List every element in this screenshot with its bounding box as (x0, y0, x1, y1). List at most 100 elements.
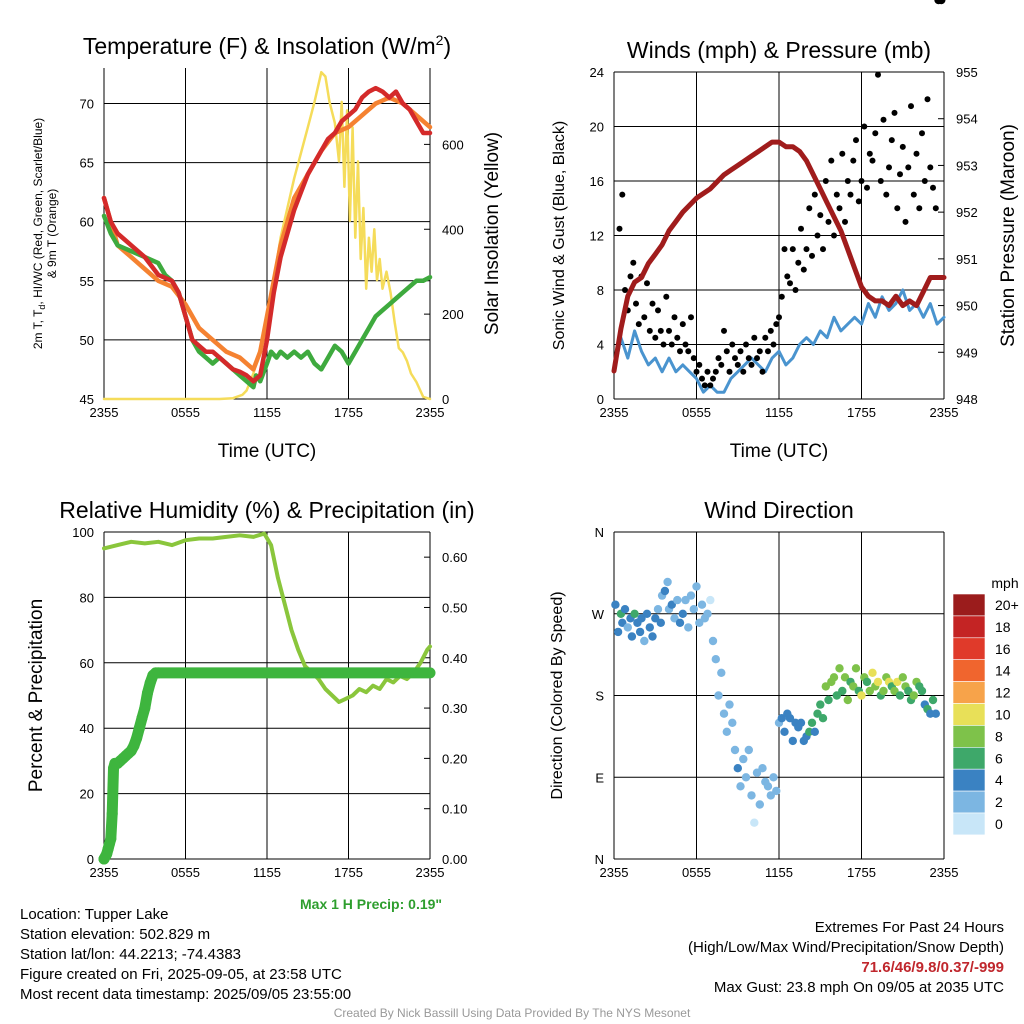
colorbar-swatch (952, 768, 986, 792)
gust-point (710, 375, 716, 382)
series-temperature (101, 85, 433, 384)
gust-point (778, 293, 785, 300)
direction-point (851, 664, 861, 673)
direction-point (917, 686, 927, 696)
gust-point (784, 273, 791, 280)
gust-point (886, 164, 892, 171)
direction-point (849, 682, 858, 691)
gust-point (685, 348, 692, 355)
y-tick-label: 4 (597, 338, 604, 353)
precip-point (139, 702, 151, 714)
gust-point (619, 191, 626, 198)
y-right-axis-label: Solar Insolation (Yellow) (482, 132, 503, 335)
gust-point (740, 368, 747, 375)
direction-point (824, 695, 833, 705)
y-right-tick-label: 200 (442, 307, 464, 322)
direction-point (620, 605, 630, 614)
x-axis-label: Time (UTC) (218, 441, 317, 462)
gust-point (855, 198, 862, 205)
gust-point (748, 361, 755, 368)
gust-point (833, 191, 840, 198)
x-tick-label: 1155 (253, 405, 281, 420)
gust-point (718, 361, 725, 368)
gust-point (715, 355, 722, 362)
direction-point (829, 673, 839, 682)
y-right-tick-label: 0 (442, 392, 449, 407)
gust-point (853, 137, 859, 144)
gust-point (693, 368, 700, 375)
direction-point (697, 600, 707, 609)
x-tick-label: 0555 (171, 405, 200, 420)
gust-point (861, 123, 868, 130)
direction-point (796, 718, 806, 727)
gust-point (649, 300, 656, 307)
y-tick-label: N (595, 852, 604, 867)
y-tick-label: 65 (80, 156, 94, 171)
gust-point (902, 218, 909, 225)
gust-point (919, 130, 925, 137)
direction-point (656, 618, 665, 627)
direction-point (733, 764, 742, 773)
direction-point (750, 818, 759, 827)
x-tick-label: 2355 (416, 865, 445, 880)
gust-point (842, 218, 848, 225)
direction-point (645, 623, 654, 632)
precip-point (106, 808, 118, 820)
gust-point (646, 327, 653, 334)
gust-point (762, 334, 769, 341)
gust-point (616, 225, 623, 232)
direction-point (893, 677, 902, 687)
gust-point (677, 348, 683, 355)
gust-point (800, 266, 807, 273)
x-tick-label: 0555 (682, 405, 711, 420)
direction-point (928, 695, 938, 705)
chart-title: Winds (mph) & Pressure (mb) (627, 37, 931, 63)
direction-point (840, 673, 850, 682)
direction-point (722, 727, 731, 736)
series-pressure (611, 139, 947, 374)
y-axis-label: Percent & Precipitation (26, 599, 47, 792)
direction-point (862, 677, 872, 687)
gust-point (822, 178, 829, 184)
y-tick-label: 55 (80, 274, 94, 289)
x-tick-label: 0555 (171, 865, 200, 880)
direction-point (736, 782, 745, 791)
gust-point (875, 71, 881, 78)
direction-point (667, 600, 676, 609)
x-tick-label: 1155 (765, 865, 793, 880)
colorbar-swatch (952, 659, 986, 682)
created-text: Figure created on Fri, 2025-09-05, at 23… (20, 966, 342, 983)
direction-point (843, 695, 852, 705)
x-tick-label: 1755 (334, 865, 363, 880)
direction-point (648, 632, 657, 641)
y-tick-label: W (592, 607, 605, 622)
direction-point (708, 636, 718, 646)
gust-point (776, 314, 782, 321)
direction-point (937, 0, 946, 5)
y-axis-label-line2: & 9m T (Orange) (45, 189, 59, 279)
gust-point (891, 109, 898, 116)
direction-point (728, 718, 737, 727)
colorbar-swatch (952, 746, 986, 770)
direction-point (758, 764, 767, 773)
gust-point (765, 348, 771, 355)
gust-point (726, 368, 733, 375)
colorbar-swatch (952, 703, 986, 726)
gust-point (622, 287, 628, 293)
x-tick-label: 2355 (600, 405, 629, 420)
direction-point (675, 618, 685, 627)
colorbar-label: 12 (995, 685, 1011, 701)
gust-point (795, 259, 802, 266)
gust-point (737, 348, 744, 355)
y-tick-label: 0 (597, 392, 604, 407)
gust-point (759, 368, 766, 375)
gust-point (644, 280, 650, 287)
direction-point (719, 709, 729, 718)
gust-point (663, 293, 670, 300)
colorbar-swatch (952, 812, 986, 836)
gust-point (866, 150, 873, 157)
gust-point (732, 355, 738, 362)
gust-point (803, 246, 810, 253)
gust-point (781, 246, 788, 253)
